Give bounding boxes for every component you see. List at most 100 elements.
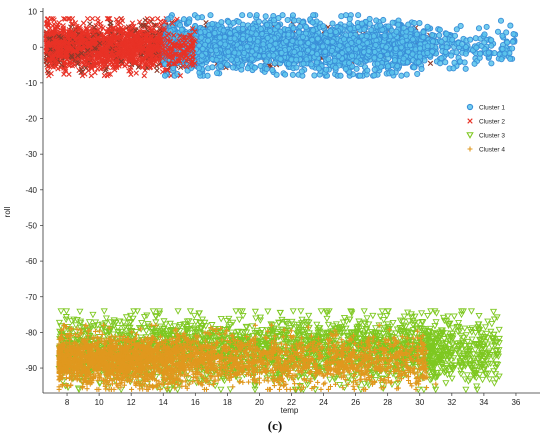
data-point [395,21,402,28]
data-point [364,39,371,46]
data-point [278,49,285,56]
data-point [427,60,434,67]
data-point [133,70,139,76]
data-point [198,52,205,59]
data-point [250,25,257,32]
data-point [491,49,498,57]
data-point [180,16,187,23]
data-point [293,64,300,71]
data-point [374,60,381,67]
data-point [315,65,322,72]
data-point [392,45,399,52]
data-point [313,59,320,66]
data-point [429,31,436,39]
data-point [411,19,418,27]
data-point [436,26,443,33]
data-point [457,22,464,30]
data-point [409,36,416,43]
data-point [291,17,298,24]
data-point [399,38,406,45]
data-point [142,17,148,23]
data-point [241,49,248,56]
data-point [101,72,108,79]
data-point [391,57,398,64]
data-point [239,12,246,19]
data-point [322,48,329,55]
data-point [324,38,331,45]
data-point [211,30,218,37]
data-point [424,43,431,50]
data-point [451,59,458,66]
data-point [239,25,246,32]
data-point [443,30,450,37]
data-point [415,59,422,66]
data-point [310,12,317,19]
data-point [345,46,352,53]
data-point [485,49,492,56]
data-point [229,64,236,71]
data-point [471,60,478,67]
data-point [336,42,343,49]
data-point [206,32,213,39]
data-point [488,60,495,67]
data-point [393,28,400,35]
data-point [254,38,261,45]
data-point [450,65,457,72]
data-point [84,16,91,22]
data-point [253,45,260,52]
data-point [481,39,488,46]
data-point [448,375,456,383]
data-point [407,42,414,49]
data-point [442,48,449,56]
data-point [332,64,339,71]
data-point [335,53,342,60]
data-point [416,20,423,27]
data-point [418,65,425,72]
data-point [272,40,279,47]
data-point [461,59,468,66]
data-point [507,22,514,29]
data-point [213,47,220,54]
data-point [230,19,237,26]
data-point [194,14,201,21]
data-point [94,66,101,72]
data-point [438,38,445,45]
data-point [400,24,407,31]
data-point [303,24,310,31]
data-point [481,31,488,38]
data-point [303,56,310,63]
data-point [264,35,271,42]
data-point [327,28,334,35]
data-point [269,67,276,74]
data-point [352,46,360,53]
data-point [263,65,270,72]
data-point [443,44,450,51]
data-point [509,45,516,52]
data-point [289,12,297,19]
data-point [92,69,98,76]
data-point [257,62,264,70]
data-point [340,36,348,43]
data-point [209,20,216,27]
data-point [246,12,253,19]
data-point [135,64,142,70]
data-point [248,55,255,62]
data-point [61,71,67,77]
data-point [217,315,225,323]
data-point [141,73,147,79]
data-point [239,35,246,42]
data-point [398,72,405,79]
data-point [424,312,432,320]
data-point [234,56,241,63]
data-point [488,37,495,44]
data-point [297,39,304,46]
data-point [509,38,516,45]
data-point [504,39,511,46]
data-point [424,49,431,57]
data-point [277,55,284,62]
data-point [389,69,396,76]
data-point [263,58,270,65]
data-point [227,30,234,37]
